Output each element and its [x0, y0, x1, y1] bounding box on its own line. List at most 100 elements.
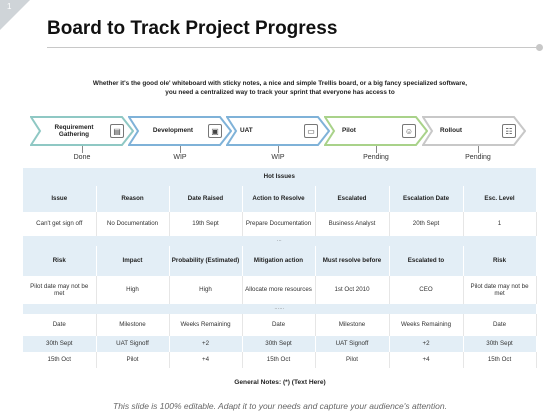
table-cell: Business Analyst	[315, 212, 390, 236]
table-row: 30th Sept UAT Signoff +2 30th Sept UAT S…	[23, 336, 537, 352]
header-cell: Must resolve before	[315, 246, 390, 276]
intro-line-2: you need a centralized way to track your…	[165, 88, 395, 96]
table-cell: High	[96, 276, 170, 304]
header-cell: Milestone	[315, 314, 390, 336]
table-cell: +4	[169, 352, 243, 368]
header-cell: Reason	[96, 186, 170, 212]
header-cell: Issue	[23, 186, 97, 212]
user-icon: ☺	[402, 124, 416, 138]
status-uat: WIP	[258, 146, 298, 161]
step-chevron	[128, 116, 232, 146]
table-cell: 1st Oct 2010	[315, 276, 390, 304]
table-cell: 1	[463, 212, 537, 236]
header-cell: Escalation Date	[389, 186, 464, 212]
table-cell: CEO	[389, 276, 464, 304]
header-cell: Date	[23, 314, 97, 336]
table-cell: UAT Signoff	[96, 336, 170, 352]
table-cell: 15th Oct	[242, 352, 316, 368]
header-cell: Date	[463, 314, 537, 336]
table-cell: +4	[389, 352, 464, 368]
status-requirement-gathering: Done	[62, 146, 102, 161]
header-cell: Escalated	[315, 186, 390, 212]
header-cell: Escalated to	[389, 246, 464, 276]
section-title-row: Hot Issues	[23, 168, 537, 186]
table-row: Can't get sign off No Documentation 19th…	[23, 212, 537, 236]
table-cell: UAT Signoff	[315, 336, 390, 352]
table-cell: +2	[389, 336, 464, 352]
separator-row: …	[23, 236, 537, 246]
table-cell: No Documentation	[96, 212, 170, 236]
page-title: Board to Track Project Progress	[47, 18, 338, 39]
issues-header-row: Issue Reason Date Raised Action to Resol…	[23, 186, 537, 212]
table-row: Pilot date may not be met High High Allo…	[23, 276, 537, 304]
status-rollout: Pending	[458, 146, 498, 161]
table-cell: Pilot date may not be met	[23, 276, 97, 304]
step-chevron	[422, 116, 526, 146]
step-label: Pilot	[342, 127, 356, 135]
title-divider-dot	[536, 44, 543, 51]
header-cell: Weeks Remaining	[389, 314, 464, 336]
table-cell: +2	[169, 336, 243, 352]
milestones-header-row: Date Milestone Weeks Remaining Date Mile…	[23, 314, 537, 336]
title-divider	[47, 47, 537, 48]
table-row: 15th Oct Pilot +4 15th Oct Pilot +4 15th…	[23, 352, 537, 368]
table-cell: Pilot	[96, 352, 170, 368]
footer-note: This slide is 100% editable. Adapt it to…	[113, 401, 447, 411]
table-cell: 19th Sept	[169, 212, 243, 236]
step-chevron	[226, 116, 330, 146]
header-cell: Date	[242, 314, 316, 336]
step-chevron	[324, 116, 428, 146]
step-rollout: Rollout ☷	[422, 116, 526, 146]
header-cell: Impact	[96, 246, 170, 276]
general-notes: General Notes: (*) (Text Here)	[234, 379, 326, 386]
header-cell: Risk	[23, 246, 97, 276]
status-row: Done WIP WIP Pending Pending	[30, 146, 530, 168]
table-cell: Pilot	[315, 352, 390, 368]
status-development: WIP	[160, 146, 200, 161]
step-development: Development ▣	[128, 116, 232, 146]
table-cell: 30th Sept	[463, 336, 537, 352]
header-cell: Date Raised	[169, 186, 243, 212]
slide-corner	[0, 0, 30, 30]
table-cell: Prepare Documentation	[242, 212, 316, 236]
step-pilot: Pilot ☺	[324, 116, 428, 146]
table-cell: 30th Sept	[242, 336, 316, 352]
intro-text: Whether it's the good ole' whiteboard wi…	[40, 80, 520, 97]
header-cell: Probability (Estimated)	[169, 246, 243, 276]
slide-number: 1	[7, 2, 12, 11]
status-pilot: Pending	[356, 146, 396, 161]
risks-header-row: Risk Impact Probability (Estimated) Miti…	[23, 246, 537, 276]
table-cell: 30th Sept	[23, 336, 97, 352]
section-title: Hot Issues	[23, 168, 537, 186]
table-cell: Can't get sign off	[23, 212, 97, 236]
step-label: Development	[152, 127, 194, 135]
table-cell: 15th Oct	[463, 352, 537, 368]
step-requirement-gathering: Requirement Gathering ▤	[30, 116, 134, 146]
table-cell: 15th Oct	[23, 352, 97, 368]
step-chevron	[30, 116, 134, 146]
table-cell: Pilot date may not be met	[463, 276, 537, 304]
separator-row: ……	[23, 304, 537, 314]
header-cell: Milestone	[96, 314, 170, 336]
intro-line-1: Whether it's the good ole' whiteboard wi…	[92, 80, 468, 87]
header-cell: Risk	[463, 246, 537, 276]
computer-icon: ▣	[208, 124, 222, 138]
table-cell: Allocate more resources	[242, 276, 316, 304]
separator: …	[23, 236, 537, 246]
header-cell: Weeks Remaining	[169, 314, 243, 336]
header-cell: Mitigation action	[242, 246, 316, 276]
team-icon: ☷	[502, 124, 516, 138]
table-cell: 20th Sept	[389, 212, 464, 236]
header-cell: Esc. Level	[463, 186, 537, 212]
document-icon: ▤	[110, 124, 124, 138]
table-cell: High	[169, 276, 243, 304]
step-uat: UAT ▭	[226, 116, 330, 146]
header-cell: Action to Resolve	[242, 186, 316, 212]
monitor-icon: ▭	[304, 124, 318, 138]
step-label: UAT	[240, 127, 253, 135]
process-flow: Requirement Gathering ▤ Development ▣ UA…	[30, 116, 530, 146]
separator: ……	[23, 304, 537, 314]
step-label: Rollout	[440, 127, 463, 135]
step-label: Requirement Gathering	[54, 123, 94, 139]
project-table: Hot Issues Issue Reason Date Raised Acti…	[23, 168, 537, 368]
